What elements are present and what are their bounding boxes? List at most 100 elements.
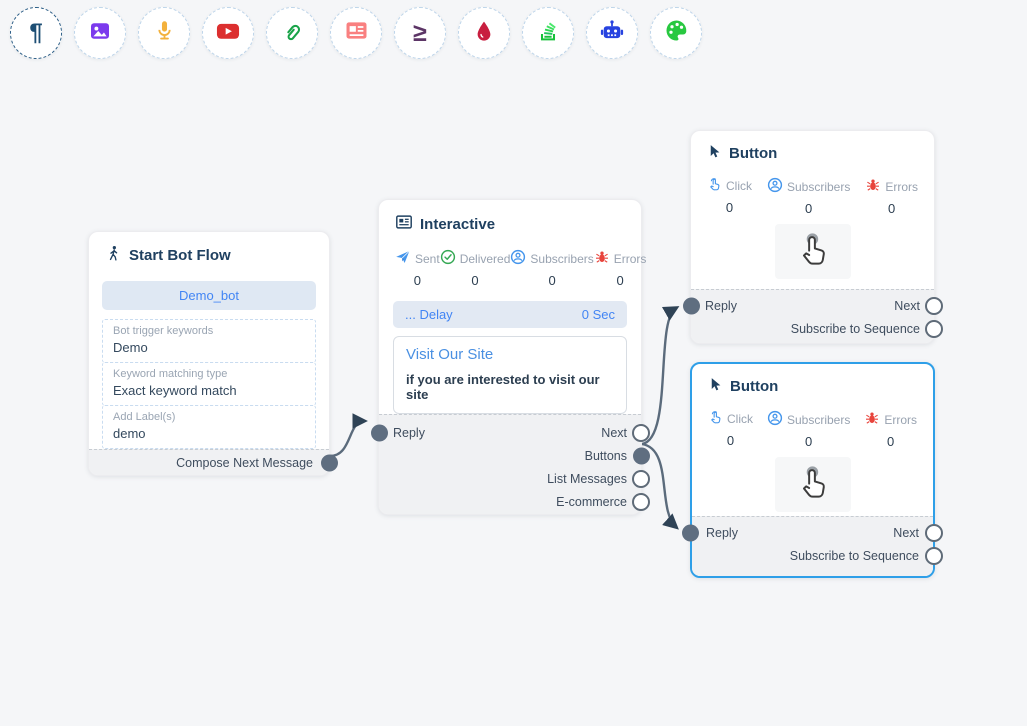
tool-image-button[interactable]	[74, 7, 126, 59]
bot-name-button[interactable]: Demo_bot	[102, 281, 316, 310]
reply-label: Reply	[393, 425, 425, 440]
stat-value: 0	[413, 273, 421, 288]
node-interactive[interactable]: Interactive Sent 0 Delivered 0 Subscribe…	[370, 199, 650, 515]
node-toolbar: ¶ ≥	[10, 7, 702, 59]
stat-delivered: Delivered 0	[440, 249, 511, 288]
port-subscribe-output[interactable]	[925, 546, 943, 565]
node-footer: Compose Next Message	[89, 449, 338, 475]
port-subscribe-output[interactable]	[924, 319, 943, 338]
footer-row: Reply Next	[682, 294, 943, 317]
tap-hand-icon	[774, 224, 851, 279]
stat-label: Errors	[885, 179, 918, 194]
output-buttons-label: Buttons	[584, 448, 627, 463]
tool-text-button[interactable]: ¶	[10, 7, 62, 59]
tool-video-button[interactable]	[202, 7, 254, 59]
field-bot-trigger-keywords[interactable]: Bot trigger keywords Demo	[102, 319, 316, 363]
tool-drop-button[interactable]	[458, 7, 510, 59]
reply-label: Reply	[705, 298, 737, 313]
stat-label: Subscribers	[786, 179, 851, 194]
field-add-labels[interactable]: Add Label(s) demo	[102, 405, 316, 449]
field-label: Add Label(s)	[113, 411, 176, 423]
port-buttons-output[interactable]	[632, 447, 650, 464]
output-subscribe-label: Subscribe to Sequence	[790, 321, 920, 336]
field-value: Exact keyword match	[113, 383, 237, 398]
stat-value: 0	[805, 201, 813, 216]
palette-icon	[664, 18, 689, 48]
footer-row: E-commerce	[393, 490, 650, 513]
stat-errors: Errors 0	[864, 410, 917, 449]
stat-label: Subscribers	[530, 251, 594, 266]
tool-audio-button[interactable]	[138, 7, 190, 59]
cursor-arrow-icon	[707, 144, 722, 163]
stat-label: Errors	[884, 412, 917, 427]
stat-value: 0	[616, 273, 624, 288]
tool-file-button[interactable]	[266, 7, 318, 59]
cursor-arrow-icon	[708, 377, 723, 396]
footer-row: Buttons	[393, 444, 650, 467]
node-title: Start Bot Flow	[129, 247, 231, 264]
node-title: Button	[730, 378, 779, 395]
node-footer: Reply Next Subscribe to Sequence	[682, 289, 943, 343]
stat-subscribers: Subscribers 0	[767, 410, 850, 449]
node-header: Start Bot Flow	[89, 232, 329, 272]
footer-row: Reply Next	[370, 421, 650, 444]
start-fields: Bot trigger keywords Demo Keyword matchi…	[102, 319, 316, 449]
port-ecommerce-output[interactable]	[631, 492, 650, 511]
stat-label: Click	[726, 179, 752, 193]
check-circle-icon	[440, 249, 456, 268]
port-compose-next-message[interactable]	[320, 454, 338, 471]
stat-label: Delivered	[459, 251, 511, 266]
stat-label: Errors	[613, 251, 647, 266]
paper-plane-icon	[395, 249, 411, 268]
stats-row: Sent 0 Delivered 0 Subscribers 0 Errors …	[379, 241, 646, 290]
node-start-bot-flow[interactable]: Start Bot Flow Demo_bot Bot trigger keyw…	[88, 231, 338, 476]
tool-condition-button[interactable]: ≥	[394, 7, 446, 59]
newspaper-icon	[344, 18, 369, 48]
person-circle-icon	[767, 410, 783, 429]
node-header: Interactive	[379, 200, 641, 241]
delay-value: 0 Sec	[581, 307, 615, 322]
reply-label: Reply	[706, 525, 738, 540]
node-title: Interactive	[420, 215, 496, 233]
port-list-messages-output[interactable]	[631, 469, 650, 488]
message-card[interactable]: Visit Our Site if you are interested to …	[393, 336, 627, 414]
tap-hand-icon	[774, 457, 851, 512]
stat-value: 0	[805, 434, 813, 449]
footer-row: Reply Next	[682, 521, 943, 544]
delay-label: ... Delay	[405, 307, 453, 322]
node-footer: Reply Next Subscribe to Sequence	[682, 516, 943, 576]
port-reply-input[interactable]	[682, 297, 700, 314]
tool-stack-button[interactable]	[522, 7, 574, 59]
footer-row: Subscribe to Sequence	[706, 544, 943, 567]
stat-value: 0	[887, 434, 895, 449]
port-reply-input[interactable]	[682, 524, 699, 541]
tool-interactive-button[interactable]	[330, 7, 382, 59]
node-button-bottom[interactable]: Button Click 0 Subscribers 0 Errors 0 Re…	[682, 362, 943, 578]
stat-label: Subscribers	[786, 412, 851, 427]
stat-value: 0	[548, 273, 556, 288]
port-next-output[interactable]	[924, 296, 943, 315]
stat-subscribers: Subscribers 0	[510, 249, 594, 288]
tool-template-button[interactable]	[650, 7, 702, 59]
port-next-output[interactable]	[631, 423, 650, 442]
tool-bot-button[interactable]	[586, 7, 638, 59]
port-next-output[interactable]	[925, 523, 943, 542]
stat-click: Click 0	[708, 410, 753, 449]
bug-icon	[864, 410, 880, 429]
node-header: Button	[691, 131, 934, 169]
port-reply-input[interactable]	[370, 424, 388, 441]
walking-person-icon	[105, 245, 122, 266]
node-button-top[interactable]: Button Click 0 Subscribers 0 Errors 0 Re…	[682, 130, 943, 344]
field-keyword-matching-type[interactable]: Keyword matching type Exact keyword matc…	[102, 362, 316, 406]
wire-start-to-interactive	[329, 413, 368, 458]
greater-equal-icon: ≥	[413, 18, 427, 47]
stat-value: 0	[888, 201, 896, 216]
delay-row[interactable]: ... Delay 0 Sec	[393, 301, 627, 328]
pilcrow-icon: ¶	[29, 19, 43, 46]
output-list-messages-label: List Messages	[547, 471, 627, 486]
image-icon	[88, 19, 112, 48]
wire-buttons-to-button-bottom	[641, 442, 679, 530]
stat-value: 0	[726, 433, 735, 448]
output-next-label: Next	[894, 298, 920, 313]
